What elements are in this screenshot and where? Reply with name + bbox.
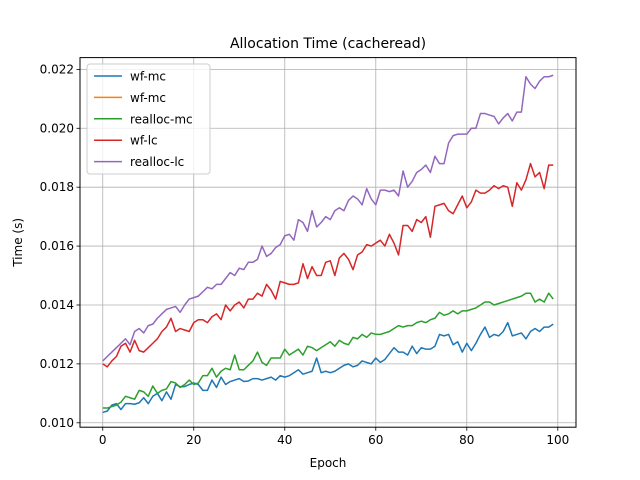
series-line-4 bbox=[102, 74, 554, 362]
y-tick-label: 0.018 bbox=[40, 180, 74, 194]
legend-label-4: realloc-lc bbox=[130, 155, 184, 169]
x-tick-label: 100 bbox=[546, 433, 569, 447]
x-tick-label: 20 bbox=[186, 433, 201, 447]
x-tick-label: 80 bbox=[459, 433, 474, 447]
legend-label-2: realloc-mc bbox=[130, 112, 193, 126]
legend: wf-mc wf-mc realloc-mc wf-lc realloc-lc bbox=[86, 63, 211, 175]
series-line-3 bbox=[102, 162, 554, 368]
y-axis-title: Time (s) bbox=[11, 218, 25, 268]
axis-ticks: 0 20 40 60 80 100 0.010 0.012 0.014 0.016 0.018 0.0… bbox=[40, 62, 570, 447]
x-axis-title: Epoch bbox=[310, 456, 347, 470]
y-tick-label: 0.020 bbox=[40, 121, 74, 135]
y-tick-label: 0.014 bbox=[40, 298, 74, 312]
chart-title: Allocation Time (cacheread) bbox=[230, 36, 426, 52]
legend-label-0: wf-mc bbox=[130, 70, 166, 84]
legend-label-1: wf-mc bbox=[130, 91, 166, 105]
x-tick-label: 40 bbox=[277, 433, 292, 447]
legend-box bbox=[86, 63, 211, 175]
y-tick-label: 0.022 bbox=[40, 62, 74, 76]
x-tick-label: 60 bbox=[368, 433, 383, 447]
y-tick-label: 0.016 bbox=[40, 239, 74, 253]
plot-area-frame bbox=[79, 57, 577, 428]
x-tick-label: 0 bbox=[99, 433, 107, 447]
plot-series bbox=[102, 74, 554, 414]
series-line-2 bbox=[102, 292, 554, 409]
y-tick-label: 0.012 bbox=[40, 357, 74, 371]
y-tick-label: 0.010 bbox=[40, 416, 74, 430]
legend-label-3: wf-lc bbox=[130, 134, 158, 148]
